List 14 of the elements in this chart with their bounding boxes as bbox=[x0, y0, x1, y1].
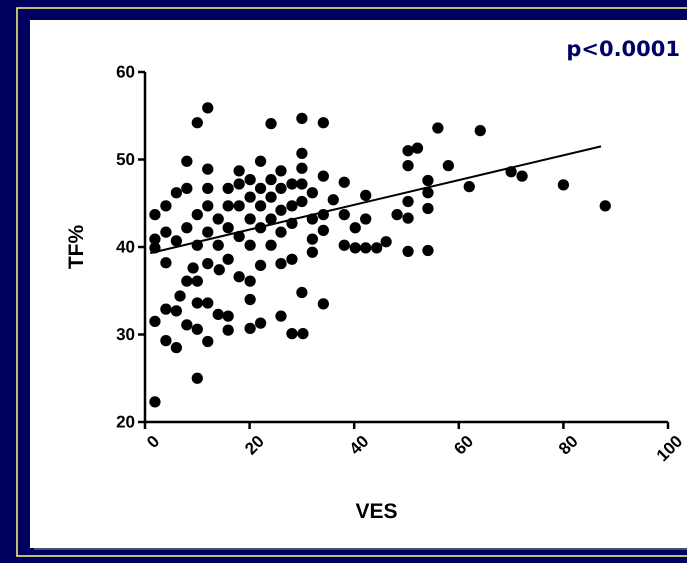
x-axis-title: VES bbox=[355, 500, 398, 523]
text: p<0.0001 bbox=[566, 37, 680, 61]
y-tick-label: 60 bbox=[116, 62, 135, 82]
y-tick-label: 50 bbox=[116, 150, 135, 169]
x-tick-label: 20 bbox=[241, 432, 268, 458]
x-tick-label: 80 bbox=[554, 432, 582, 458]
x-tick-label: 100 bbox=[652, 432, 686, 466]
y-tick-label: 30 bbox=[116, 324, 135, 344]
y-tick-label: 20 bbox=[116, 412, 135, 432]
x-tick-label: 60 bbox=[450, 432, 478, 458]
y-axis-title: TF% bbox=[65, 224, 88, 270]
y-tick-label: 40 bbox=[116, 237, 135, 256]
x-tick-label: 0 bbox=[143, 432, 164, 452]
x-tick-label: 40 bbox=[346, 432, 373, 458]
